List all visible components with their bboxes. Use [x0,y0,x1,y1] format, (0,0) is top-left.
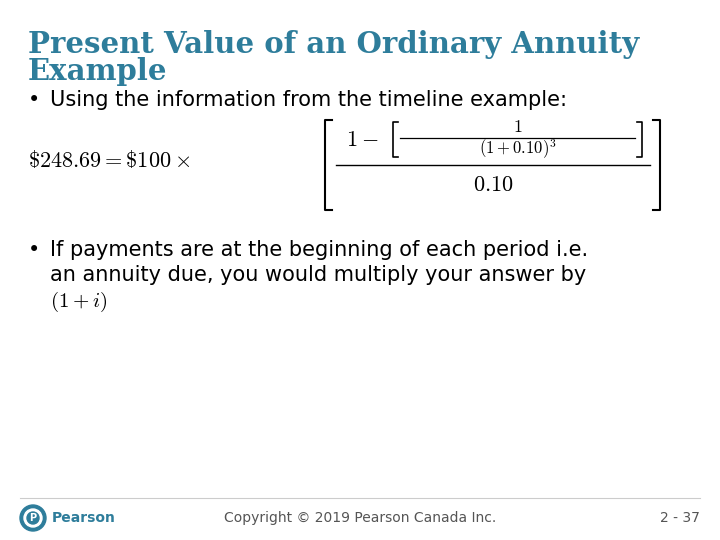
Text: •: • [28,90,40,110]
Text: Using the information from the timeline example:: Using the information from the timeline … [50,90,567,110]
Text: $(1+0.10)^{3}$: $(1+0.10)^{3}$ [479,137,557,161]
Text: P: P [30,513,37,523]
Text: $\$248.69 = \$100\times$: $\$248.69 = \$100\times$ [28,149,190,171]
Text: $1$: $1$ [513,118,522,136]
Circle shape [27,512,39,524]
Text: an annuity due, you would multiply your answer by: an annuity due, you would multiply your … [50,265,586,285]
Text: Pearson: Pearson [52,511,116,525]
Text: Present Value of an Ordinary Annuity: Present Value of an Ordinary Annuity [28,30,639,59]
Text: If payments are at the beginning of each period i.e.: If payments are at the beginning of each… [50,240,588,260]
Text: 2 - 37: 2 - 37 [660,511,700,525]
Circle shape [24,509,42,527]
Text: Copyright © 2019 Pearson Canada Inc.: Copyright © 2019 Pearson Canada Inc. [224,511,496,525]
Text: $1-$: $1-$ [346,130,379,150]
Text: Example: Example [28,57,168,86]
Text: $0.10$: $0.10$ [473,175,513,195]
Circle shape [20,505,46,531]
Text: •: • [28,240,40,260]
Text: $(1 + \mathit{i})$: $(1 + \mathit{i})$ [50,290,107,314]
